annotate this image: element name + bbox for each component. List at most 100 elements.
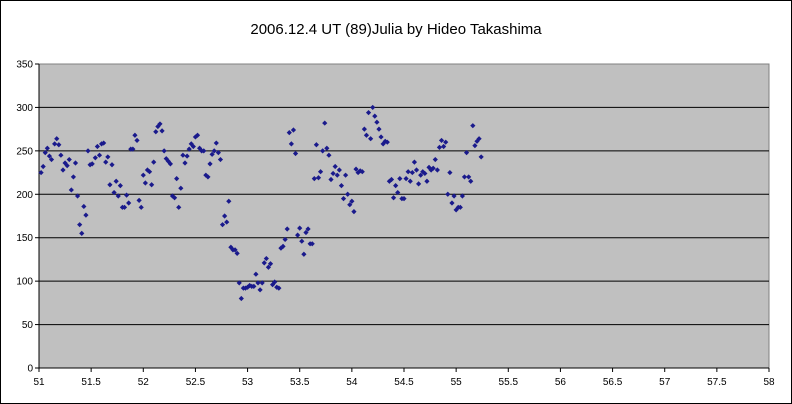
data-point bbox=[180, 152, 186, 158]
data-point bbox=[159, 128, 165, 134]
data-point bbox=[365, 110, 372, 116]
data-point bbox=[330, 170, 336, 177]
data-point bbox=[52, 141, 58, 147]
data-point bbox=[257, 287, 263, 293]
data-point bbox=[315, 175, 322, 181]
data-point bbox=[92, 155, 98, 161]
data-point bbox=[272, 279, 278, 285]
data-point bbox=[368, 136, 374, 142]
data-points bbox=[38, 104, 484, 302]
x-tick-label: 55 bbox=[451, 377, 463, 388]
data-point bbox=[40, 163, 46, 170]
data-point bbox=[42, 149, 48, 156]
data-point bbox=[46, 153, 53, 159]
data-point bbox=[130, 146, 136, 152]
x-tick-label: 54 bbox=[346, 377, 358, 388]
data-point bbox=[345, 191, 351, 197]
data-point bbox=[430, 165, 436, 171]
data-point bbox=[317, 169, 324, 175]
data-point bbox=[438, 137, 445, 144]
data-point bbox=[153, 129, 159, 135]
data-point bbox=[267, 261, 274, 267]
data-point bbox=[142, 180, 148, 186]
data-point bbox=[184, 153, 190, 159]
data-point bbox=[38, 169, 44, 176]
data-point bbox=[259, 280, 265, 286]
data-point bbox=[146, 169, 153, 175]
data-point bbox=[349, 198, 355, 204]
data-point bbox=[386, 178, 392, 184]
data-point bbox=[280, 243, 286, 249]
data-point bbox=[234, 250, 240, 256]
data-point bbox=[353, 166, 359, 172]
data-point bbox=[151, 159, 157, 165]
data-point bbox=[54, 136, 60, 142]
y-tick-label: 250 bbox=[16, 146, 33, 157]
data-point bbox=[376, 126, 382, 132]
data-point bbox=[301, 251, 307, 257]
data-point bbox=[441, 143, 447, 150]
data-point bbox=[355, 169, 361, 176]
x-tick-label: 55.5 bbox=[499, 377, 519, 388]
data-point bbox=[372, 113, 378, 119]
data-point bbox=[190, 143, 196, 150]
data-point bbox=[251, 283, 257, 289]
data-point bbox=[370, 104, 376, 111]
data-point bbox=[66, 156, 72, 163]
x-tick-label: 52.5 bbox=[186, 377, 206, 388]
chart-title: 2006.12.4 UT (89)Julia by Hideo Takashim… bbox=[250, 21, 542, 38]
data-point bbox=[68, 187, 74, 193]
data-point bbox=[44, 145, 50, 151]
data-point bbox=[466, 174, 472, 180]
y-tick-label: 350 bbox=[16, 60, 33, 71]
data-point bbox=[94, 143, 100, 150]
data-point bbox=[328, 176, 334, 183]
data-point bbox=[126, 200, 132, 206]
data-point bbox=[201, 148, 207, 154]
data-point bbox=[56, 142, 62, 148]
data-point bbox=[83, 212, 89, 218]
data-point bbox=[72, 160, 79, 166]
data-point bbox=[60, 167, 66, 173]
data-point bbox=[461, 174, 468, 180]
data-point bbox=[380, 141, 386, 147]
data-point bbox=[134, 137, 140, 144]
data-point bbox=[451, 193, 457, 199]
data-point bbox=[101, 140, 107, 146]
y-tick-label: 200 bbox=[16, 190, 33, 201]
data-point bbox=[453, 207, 459, 213]
data-point bbox=[265, 264, 272, 270]
data-point bbox=[113, 178, 119, 184]
data-point bbox=[424, 178, 430, 184]
data-point bbox=[334, 172, 340, 178]
data-point bbox=[222, 213, 228, 219]
data-point bbox=[434, 167, 440, 173]
data-point bbox=[124, 192, 130, 198]
data-point bbox=[176, 204, 182, 210]
data-point bbox=[209, 151, 215, 157]
data-point bbox=[219, 222, 226, 228]
data-point bbox=[378, 134, 384, 140]
data-point bbox=[261, 260, 267, 266]
data-point bbox=[103, 159, 109, 165]
data-point bbox=[436, 144, 443, 150]
x-tick-label: 51 bbox=[33, 377, 45, 388]
x-tick-label: 53.5 bbox=[290, 377, 310, 388]
data-point bbox=[215, 149, 221, 156]
data-point bbox=[232, 247, 238, 253]
data-point bbox=[422, 170, 428, 177]
x-tick-label: 56 bbox=[555, 377, 567, 388]
data-point bbox=[445, 191, 451, 197]
data-point bbox=[217, 156, 224, 163]
data-point bbox=[286, 130, 292, 136]
data-point bbox=[295, 232, 301, 238]
data-point bbox=[255, 280, 261, 286]
data-point bbox=[397, 176, 403, 182]
data-point bbox=[58, 152, 64, 158]
data-point bbox=[313, 142, 319, 148]
y-tick-label: 0 bbox=[27, 364, 33, 375]
data-point bbox=[282, 236, 288, 243]
data-point bbox=[149, 182, 155, 188]
data-point bbox=[121, 204, 128, 210]
data-point bbox=[62, 160, 68, 166]
